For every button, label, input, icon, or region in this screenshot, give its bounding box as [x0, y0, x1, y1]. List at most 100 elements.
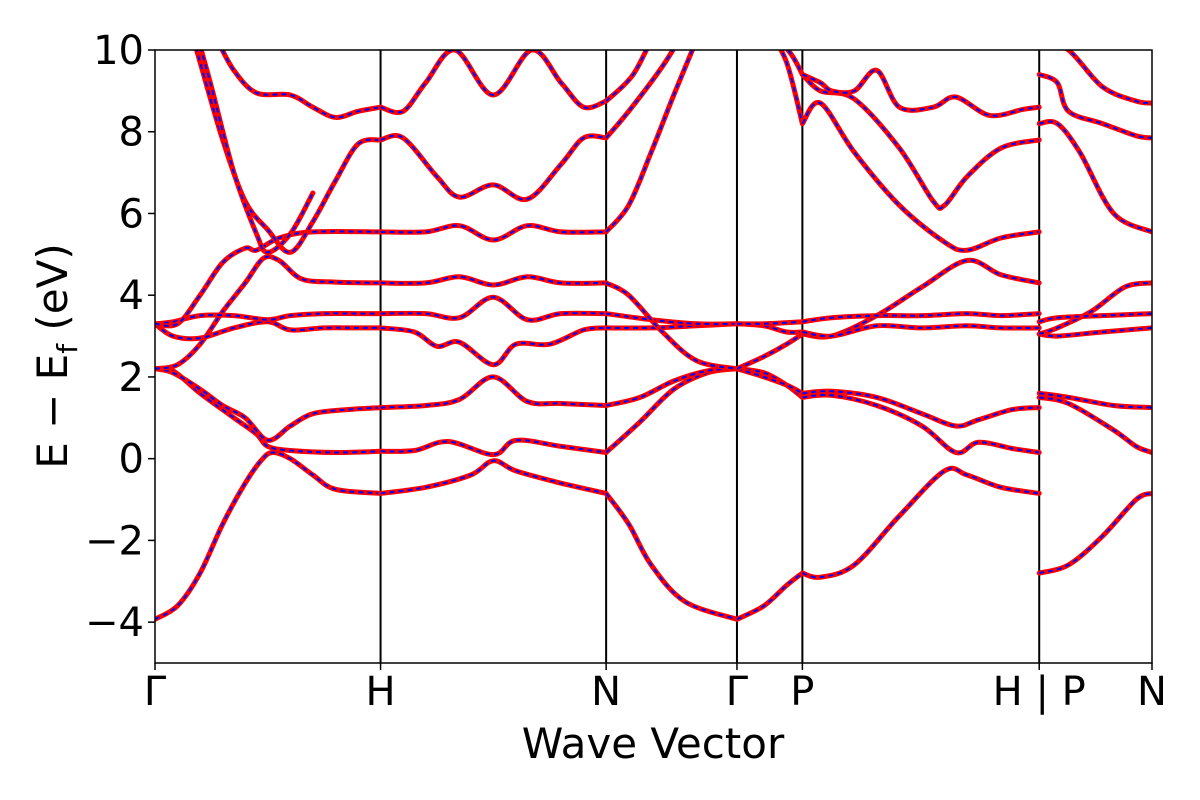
band-4-6-dashed [801, 101, 1040, 252]
y-axis-title-main: E − E [28, 354, 77, 469]
band-0-3-dashed [155, 255, 381, 370]
band-0-8-dashed [200, 50, 314, 254]
y-axis-title-subscript: f [51, 343, 84, 354]
band-3-5-dashed [736, 333, 803, 370]
x-axis-title: Wave Vector [522, 719, 785, 768]
band-1-6-dashed [380, 224, 607, 242]
band-2-1-dashed [605, 367, 738, 454]
band-1-0-dashed [380, 459, 607, 495]
band-5-2-dashed [1039, 392, 1152, 409]
band-lines [155, 50, 1152, 622]
band-4-4-dashed [802, 324, 1040, 338]
band-1-0-solid [378, 458, 609, 496]
y-tick-label-7: 10 [93, 28, 144, 74]
band-5-1-dashed [1039, 396, 1152, 454]
band-1-2-dashed [380, 375, 607, 409]
band-1-7-dashed [380, 134, 607, 201]
x-tick-label-2: N [591, 669, 621, 715]
y-axis-ticks: −4 −2 0 2 4 6 8 10 [85, 28, 155, 646]
band-2-3-dashed [606, 322, 738, 330]
band-2-7-solid [603, 50, 676, 141]
band-5-4-solid [1036, 280, 1152, 337]
band-4-2-solid [799, 388, 1042, 429]
band-2-5-dashed [605, 282, 738, 370]
band-5-4-dashed [1038, 281, 1152, 335]
band-1-3-solid [378, 325, 609, 368]
band-4-6-solid [799, 100, 1042, 253]
band-0-0-solid [155, 449, 384, 622]
band-3-2-dashed [736, 367, 803, 395]
y-axis-title-unit: (eV) [28, 243, 77, 344]
y-tick-label-6: 8 [119, 110, 144, 156]
band-1-5-dashed [380, 275, 607, 287]
band-0-7-solid [194, 50, 384, 255]
band-2-2-solid [603, 366, 740, 408]
y-axis-title: E − Ef (eV) [28, 243, 84, 469]
band-3-7-dashed [786, 50, 804, 75]
band-1-7-solid [378, 133, 609, 203]
x-tick-label-3: Γ [726, 669, 749, 715]
plot-frame [154, 49, 1153, 664]
band-2-7-dashed [605, 50, 675, 139]
band-3-0-dashed [736, 572, 803, 621]
band-3-6-solid [778, 50, 805, 127]
band-2-6-solid [603, 50, 696, 235]
x-tick-label-5: H | P [993, 669, 1086, 715]
band-0-2-dashed [155, 367, 381, 442]
band-5-8-solid [1064, 50, 1152, 106]
band-1-4-solid [378, 294, 609, 323]
band-5-7-dashed [1038, 73, 1152, 139]
band-1-5-solid [378, 274, 609, 288]
y-tick-label-1: −2 [85, 518, 144, 564]
band-3-6-dashed [779, 50, 804, 124]
band-4-0-solid [799, 465, 1042, 580]
band-0-7-dashed [195, 50, 381, 254]
band-1-4-dashed [380, 296, 607, 322]
y-tick-label-0: −4 [85, 600, 144, 646]
high-symmetry-lines [379, 50, 1041, 663]
band-0-9-solid [219, 50, 384, 120]
band-0-9-dashed [221, 50, 381, 119]
band-2-8-solid [603, 50, 650, 104]
band-4-0-dashed [802, 467, 1040, 579]
band-0-0-dashed [155, 451, 381, 621]
band-1-1-dashed [380, 439, 607, 456]
band-5-5-solid [1036, 311, 1152, 325]
band-3-0-solid [734, 570, 805, 622]
band-1-3-dashed [380, 326, 607, 366]
x-tick-label-6: N [1137, 669, 1167, 715]
band-0-4-solid [155, 319, 384, 342]
band-5-6-dashed [1039, 120, 1152, 233]
band-4-5-dashed [802, 312, 1040, 323]
band-5-0-solid [1036, 490, 1152, 576]
band-3-4-dashed [736, 320, 803, 325]
band-5-0-dashed [1038, 492, 1152, 575]
x-tick-label-4: P [790, 669, 814, 715]
band-4-7-dashed [801, 73, 1040, 210]
band-5-5-dashed [1038, 312, 1152, 323]
band-2-0-solid [603, 490, 740, 622]
x-tick-label-1: H [366, 669, 396, 715]
band-1-8-solid [378, 50, 609, 115]
band-4-1-solid [799, 392, 1042, 456]
band-2-6-dashed [605, 50, 694, 233]
band-5-7-solid [1036, 72, 1152, 141]
y-tick-label-4: 4 [119, 273, 144, 319]
band-5-3-dashed [1039, 326, 1152, 338]
band-0-2-solid [155, 366, 384, 443]
x-tick-label-0: Γ [144, 669, 167, 715]
band-2-2-dashed [605, 367, 738, 407]
band-4-8-dashed [801, 69, 1040, 117]
band-5-8-dashed [1066, 50, 1152, 105]
y-tick-label-3: 2 [119, 355, 144, 401]
y-tick-label-5: 6 [119, 191, 144, 237]
band-2-0-dashed [605, 492, 738, 621]
band-1-8-dashed [380, 50, 607, 114]
band-2-8-dashed [605, 50, 648, 102]
band-2-4-dashed [605, 312, 738, 326]
band-4-1-dashed [802, 394, 1040, 454]
y-tick-label-2: 0 [119, 437, 144, 483]
band-1-2-solid [378, 374, 609, 411]
